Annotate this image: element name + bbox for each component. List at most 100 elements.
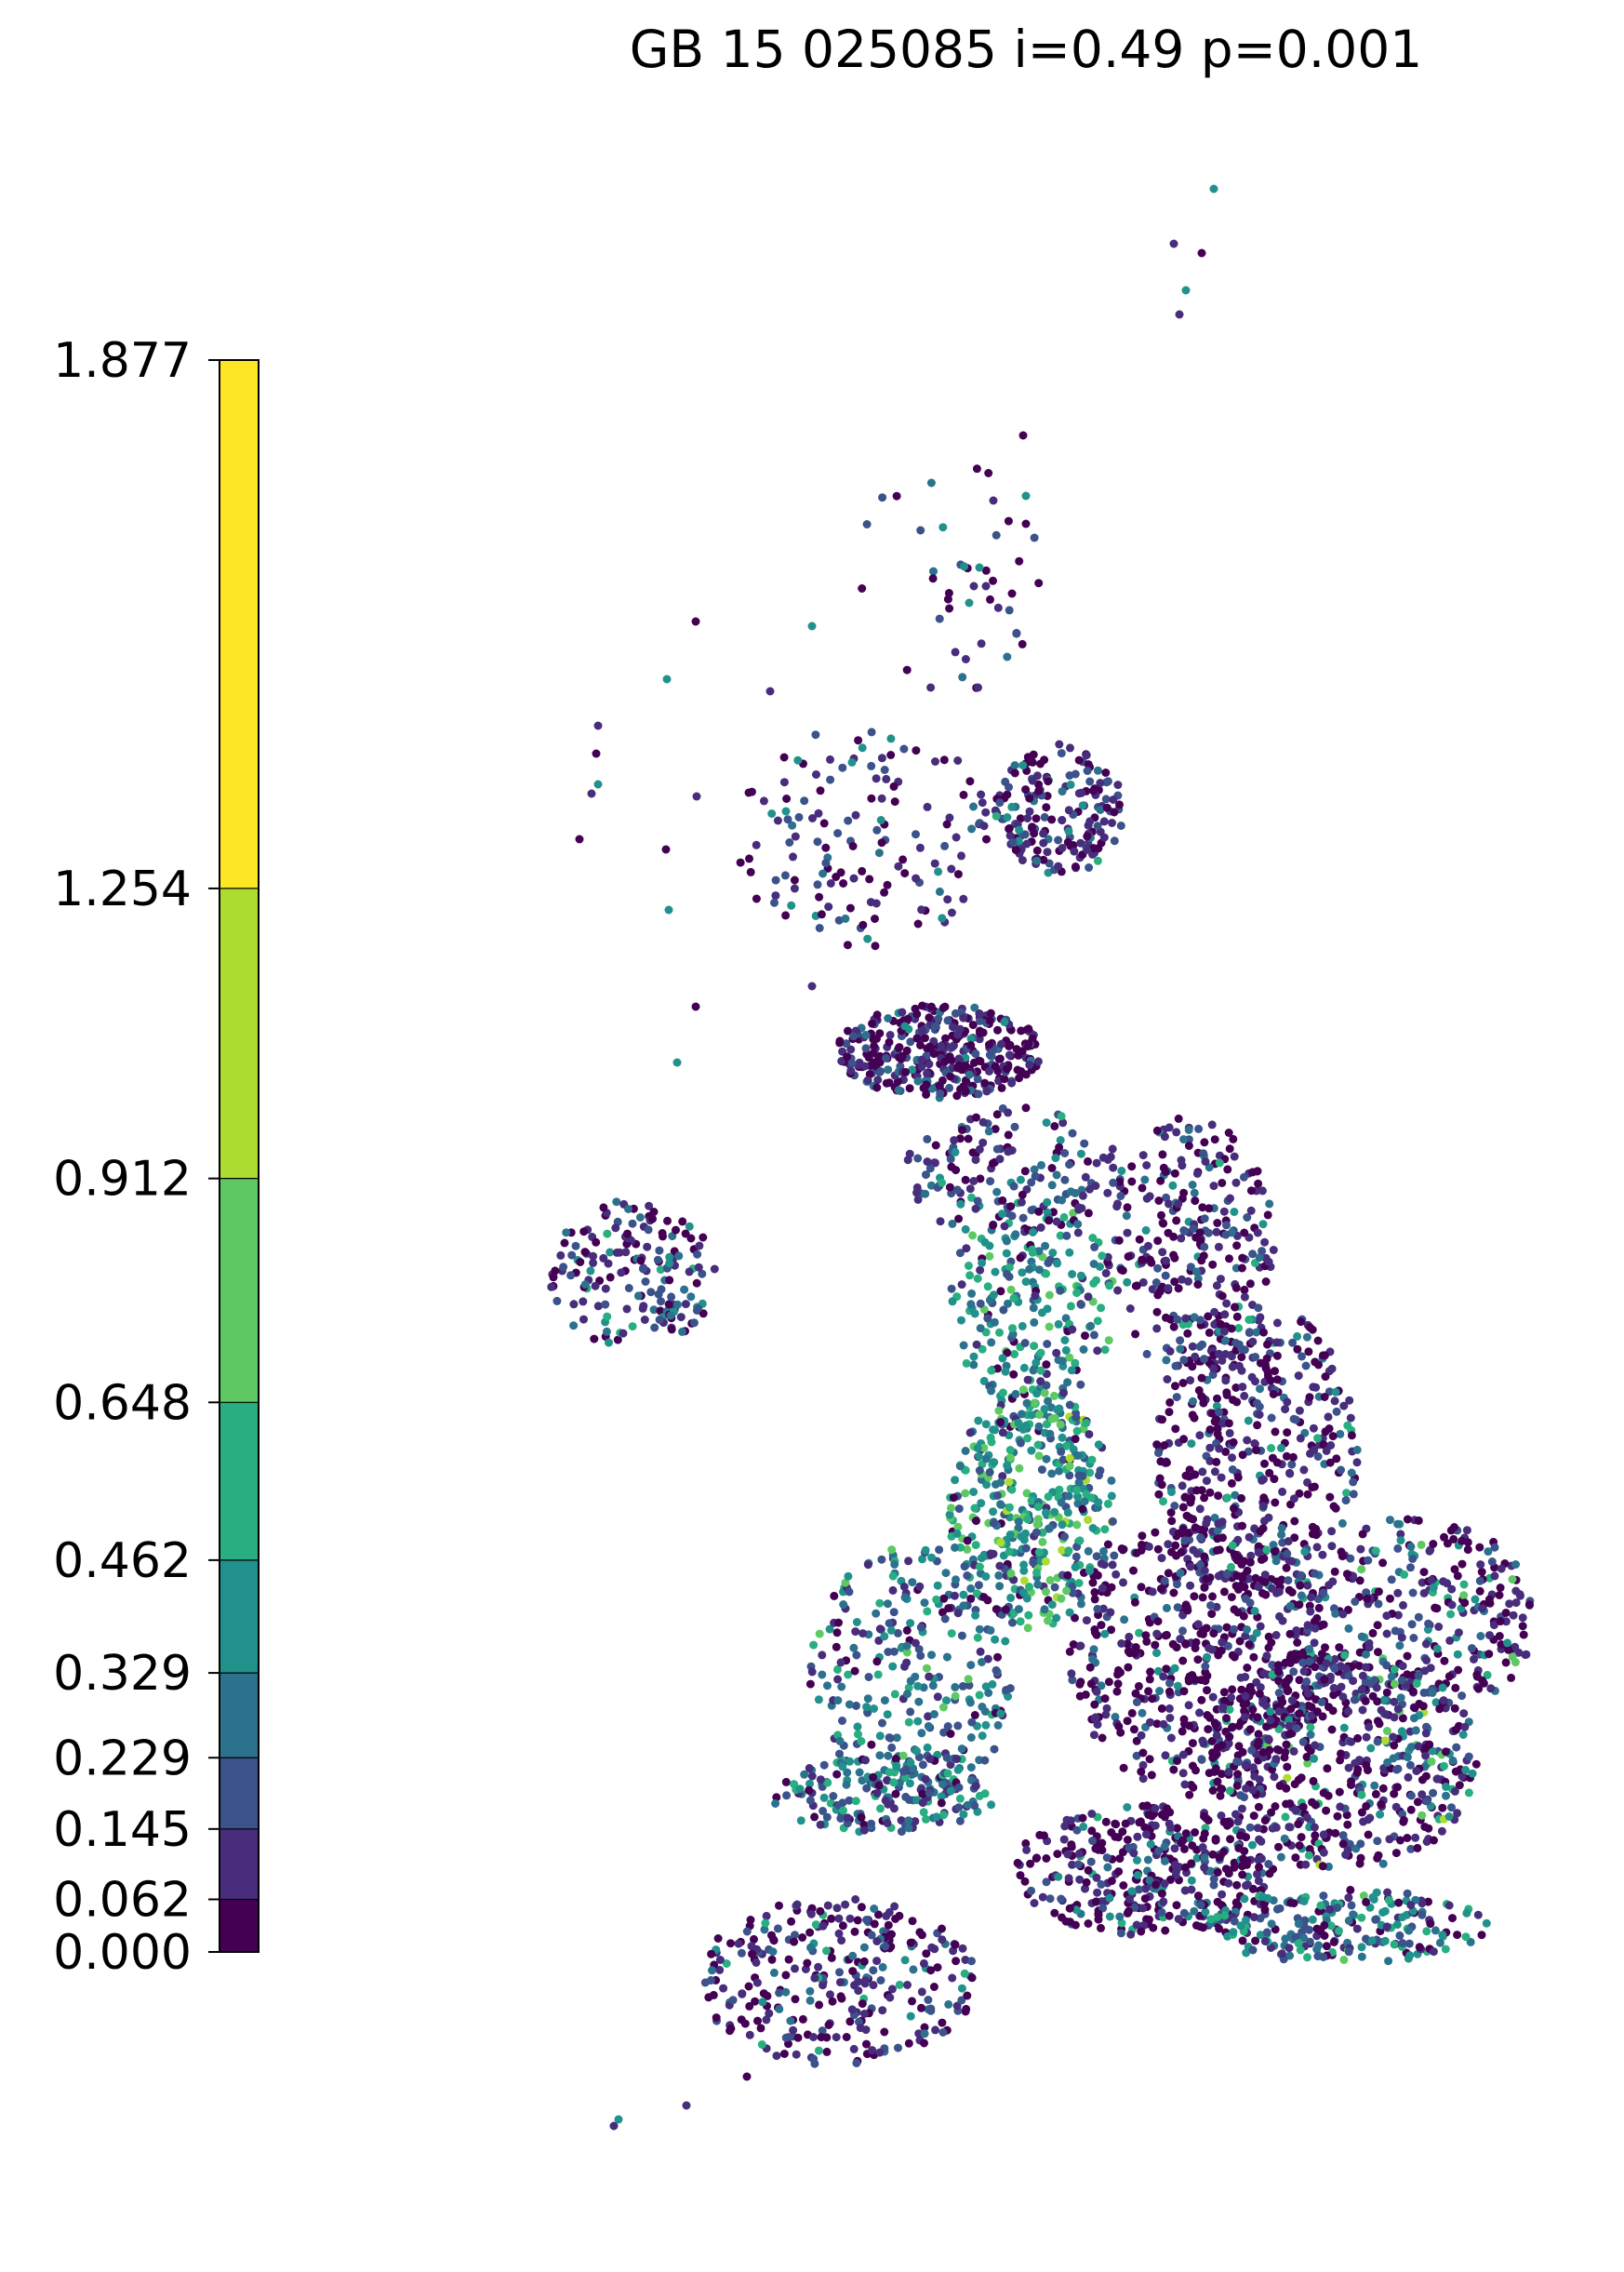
map-point [1034, 1422, 1044, 1431]
map-point [1187, 1493, 1196, 1503]
map-point [1268, 1661, 1277, 1669]
map-point [872, 1788, 882, 1798]
map-point [847, 757, 857, 767]
map-point [1271, 1427, 1280, 1437]
map-point [1386, 1594, 1394, 1603]
map-point [1405, 1951, 1415, 1960]
map-point [979, 1443, 989, 1452]
map-point [917, 905, 926, 915]
map-point [891, 1789, 900, 1798]
map-point [995, 1328, 1004, 1337]
map-point [908, 1065, 917, 1075]
map-point [953, 756, 963, 765]
map-point [788, 821, 797, 830]
map-point [1298, 1737, 1308, 1746]
map-point [1324, 1703, 1333, 1712]
map-point [1254, 1548, 1263, 1557]
map-point [1183, 1329, 1192, 1338]
map-point [738, 1989, 747, 1998]
map-point [945, 1183, 954, 1192]
map-point [1329, 1683, 1338, 1692]
map-point [1094, 1440, 1103, 1450]
map-point [1056, 1286, 1065, 1295]
map-point [1085, 1184, 1094, 1194]
map-point [976, 1647, 985, 1656]
map-point [971, 1049, 980, 1059]
map-point [1147, 1771, 1156, 1780]
map-point [1215, 1545, 1224, 1555]
map-point [1345, 1396, 1354, 1405]
colorbar-segment [220, 1828, 259, 1900]
map-point [1132, 1751, 1141, 1760]
map-point [1154, 1449, 1163, 1458]
colorbar-tick-label: 1.877 [53, 333, 192, 389]
map-point [841, 1578, 850, 1587]
map-point [1180, 1536, 1190, 1545]
map-point [762, 2015, 771, 2025]
map-point [819, 1921, 828, 1931]
map-point [1159, 1719, 1168, 1729]
map-point [920, 2023, 929, 2032]
map-point [965, 1681, 974, 1690]
map-point [1099, 817, 1109, 826]
map-point [1213, 1394, 1221, 1403]
map-point [1190, 1592, 1199, 1601]
map-point [1330, 1567, 1339, 1576]
map-point [1132, 1736, 1141, 1745]
map-point [1199, 1149, 1208, 1158]
map-point [1412, 1767, 1421, 1775]
map-point [1268, 1584, 1277, 1593]
map-point [1288, 1338, 1298, 1347]
map-point [1221, 1447, 1231, 1456]
map-point [1225, 1819, 1234, 1828]
map-point [719, 1984, 728, 1993]
map-point [1396, 1536, 1405, 1545]
map-point [1178, 1727, 1187, 1736]
map-point [1202, 1574, 1210, 1584]
map-point [1003, 813, 1012, 822]
map-point [1065, 1608, 1074, 1617]
map-point [1240, 1706, 1249, 1716]
map-point [1188, 1841, 1197, 1851]
map-point [1286, 1898, 1296, 1907]
map-point [1377, 1799, 1386, 1809]
map-point [969, 1488, 978, 1496]
map-point [1285, 1469, 1295, 1478]
map-point [870, 1904, 879, 1913]
map-point [1223, 1570, 1231, 1579]
map-point [1142, 1830, 1151, 1839]
map-point [1314, 1360, 1323, 1370]
map-point [985, 1066, 993, 1076]
map-point [982, 1087, 992, 1096]
map-point [1203, 1652, 1212, 1662]
map-point [1431, 1926, 1440, 1935]
map-point [698, 1269, 707, 1278]
map-point [983, 1282, 992, 1291]
map-point [992, 1110, 1002, 1119]
map-point [955, 1794, 965, 1803]
map-point [974, 1451, 983, 1461]
map-point [1271, 1367, 1279, 1376]
map-point [856, 2024, 865, 2033]
map-point [1238, 1747, 1247, 1757]
map-point [1243, 1566, 1252, 1575]
map-point [1418, 1790, 1427, 1799]
map-point [1356, 1839, 1365, 1849]
map-point [1227, 1593, 1236, 1602]
map-point [1191, 1523, 1200, 1532]
map-point [1066, 780, 1075, 789]
map-point [953, 1765, 963, 1774]
map-point [1097, 1923, 1105, 1932]
map-point [906, 1707, 915, 1717]
map-point [1047, 1414, 1057, 1423]
map-point [1397, 1676, 1406, 1685]
map-point [826, 775, 835, 784]
map-point [1453, 1809, 1462, 1818]
map-point [1085, 777, 1095, 786]
map-point [569, 1300, 579, 1309]
map-point [1390, 1697, 1399, 1706]
map-point [821, 843, 831, 852]
map-point [877, 838, 886, 848]
map-point [920, 2029, 929, 2038]
map-point [1201, 1907, 1210, 1917]
